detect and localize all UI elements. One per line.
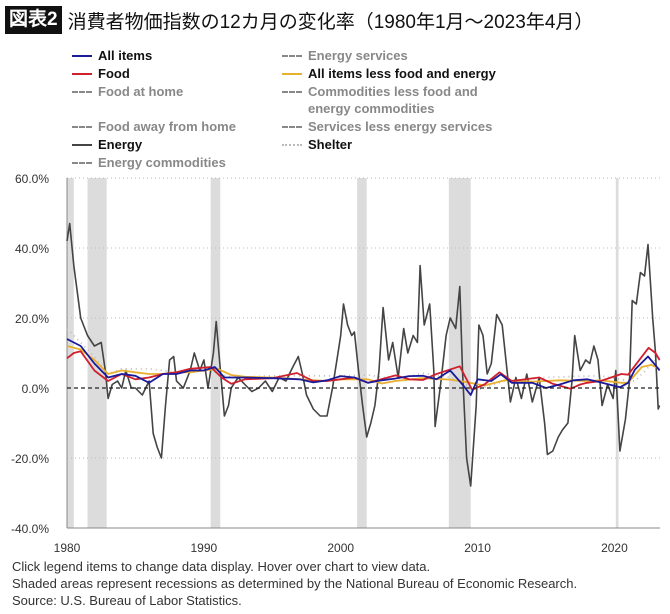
legend-swatch-icon — [72, 65, 92, 75]
legend-label: Food away from home — [98, 119, 236, 134]
recession-band — [615, 178, 619, 528]
legend-item-energy-commodities[interactable]: Energy commodities — [72, 154, 226, 171]
legend-item-all-items[interactable]: All items — [72, 47, 152, 64]
legend-swatch-icon — [282, 118, 302, 128]
x-tick-label: 2010 — [464, 541, 491, 555]
x-tick-label: 1990 — [191, 541, 218, 555]
legend-item-shelter[interactable]: Shelter — [282, 136, 352, 153]
legend-label: Shelter — [308, 137, 353, 152]
legend-label: Services less energy services — [308, 119, 493, 134]
chart-title: 図表2 消費者物価指数の12カ月の変化率（1980年1月～2023年4月） — [5, 6, 593, 34]
series-line-all-items — [66, 338, 661, 396]
figure-badge: 図表2 — [5, 6, 62, 34]
y-tick-label: -20.0% — [11, 452, 49, 466]
legend-swatch-icon — [72, 136, 92, 146]
recession-band — [210, 178, 221, 528]
legend-item-food[interactable]: Food — [72, 65, 130, 82]
recession-band — [87, 178, 107, 528]
plot-area[interactable]: 60.0% 40.0% 20.0% 0.0% -20.0% -40.0% 1980 1990 2… — [0, 168, 670, 558]
footnote-recessions: Shaded areas represent recessions as det… — [12, 576, 578, 591]
y-tick-label: -40.0% — [11, 522, 49, 536]
legend-swatch-icon — [72, 83, 92, 93]
legend-label: Energy services — [308, 48, 408, 63]
legend-swatch-icon — [72, 47, 92, 57]
recession-band — [67, 178, 74, 528]
legend-swatch-icon — [72, 118, 92, 128]
legend-item-energy-services[interactable]: Energy services — [282, 47, 408, 64]
y-tick-label: 60.0% — [15, 172, 49, 186]
y-tick-label: 0.0% — [22, 382, 50, 396]
legend-swatch-icon — [282, 65, 302, 75]
legend-label: All items — [98, 48, 153, 63]
legend-label: Food at home — [98, 84, 184, 99]
legend-swatch-icon — [282, 136, 302, 146]
footnote-interaction: Click legend items to change data displa… — [12, 559, 431, 574]
legend-label: Energy commodities — [98, 155, 226, 170]
legend-swatch-icon — [282, 47, 302, 57]
footnote-source: Source: U.S. Bureau of Labor Statistics. — [12, 593, 242, 608]
legend-item-commodities-less-food-and-energy-commodities[interactable]: Commodities less food and energy commodi… — [282, 83, 522, 117]
legend-swatch-icon — [72, 154, 92, 164]
legend-label: Food — [98, 66, 130, 81]
series-line-energy — [66, 222, 661, 487]
legend-label: Energy — [98, 137, 143, 152]
recession-band — [448, 178, 471, 528]
recession-band — [357, 178, 367, 528]
legend-item-energy[interactable]: Energy — [72, 136, 142, 153]
y-tick-label: 20.0% — [15, 312, 49, 326]
x-tick-label: 2020 — [601, 541, 628, 555]
legend-item-services-less-energy-services[interactable]: Services less energy services — [282, 118, 492, 135]
legend-swatch-icon — [282, 83, 302, 93]
x-tick-label: 2000 — [327, 541, 354, 555]
legend-item-food-away-from-home[interactable]: Food away from home — [72, 118, 236, 135]
legend-item-all-items-less-food-and-energy[interactable]: All items less food and energy — [282, 65, 496, 82]
title-text: 消費者物価指数の12カ月の変化率（1980年1月～2023年4月） — [67, 11, 594, 33]
legend-item-food-at-home[interactable]: Food at home — [72, 83, 183, 100]
series-line-shelter — [66, 327, 660, 391]
legend-label: All items less food and energy — [308, 66, 496, 81]
legend-label: Commodities less food and energy commodi… — [308, 84, 478, 116]
y-tick-label: 40.0% — [15, 242, 49, 256]
x-tick-label: 1980 — [54, 541, 81, 555]
